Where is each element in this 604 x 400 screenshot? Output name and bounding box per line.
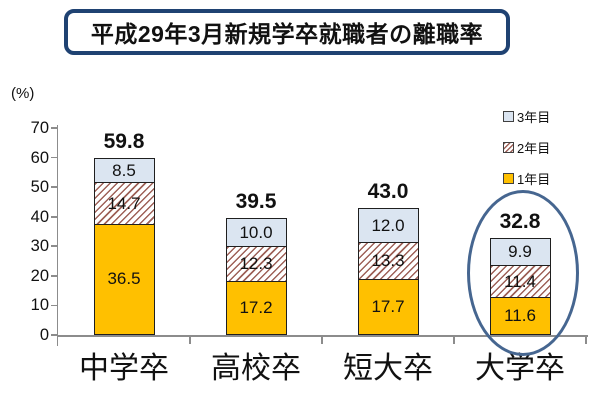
y-axis-unit-label: (%) bbox=[11, 85, 35, 102]
y-tick-label: 0 bbox=[39, 326, 49, 344]
x-axis-line bbox=[56, 335, 588, 337]
bar-group-1: 10.0 12.3 17.2 bbox=[225, 218, 287, 335]
segment-value-label: 14.7 bbox=[107, 193, 141, 213]
bar-total-label: 59.8 bbox=[103, 130, 145, 154]
segment-value-label: 12.3 bbox=[239, 254, 273, 274]
y-axis-tick bbox=[51, 245, 58, 248]
bar-segment: 36.5 bbox=[93, 223, 155, 335]
y-axis-line bbox=[56, 125, 59, 346]
highlight-ellipse bbox=[467, 190, 579, 356]
y-axis-tick bbox=[51, 334, 58, 336]
legend: 3年目 2年目 1年目 bbox=[503, 108, 550, 201]
y-tick-label: 50 bbox=[30, 178, 49, 197]
y-axis-tick bbox=[51, 186, 58, 188]
segment-value-label: 12.0 bbox=[371, 215, 405, 235]
segment-value-label: 17.7 bbox=[371, 297, 405, 317]
y-axis-tick bbox=[51, 127, 58, 129]
bar-total-label: 43.0 bbox=[367, 179, 409, 203]
y-tick-label: 70 bbox=[30, 119, 49, 137]
y-axis-tick bbox=[51, 215, 58, 218]
y-tick-label: 30 bbox=[30, 237, 49, 256]
category-label: 短大卒 bbox=[343, 352, 433, 385]
segment-value-label: 36.5 bbox=[107, 269, 141, 289]
bar-segment: 12.3 bbox=[225, 246, 287, 283]
chart-title-box: 平成29年3月新規学卒就職者の離職率 bbox=[64, 9, 510, 55]
bar-segment: 12.0 bbox=[357, 207, 419, 244]
y-axis-tick bbox=[51, 156, 58, 159]
x-axis-tick bbox=[453, 336, 455, 344]
segment-value-label: 8.5 bbox=[112, 161, 136, 181]
legend-swatch-icon bbox=[503, 172, 514, 184]
y-axis-tick bbox=[51, 304, 58, 307]
y-tick-label: 40 bbox=[30, 207, 49, 226]
bar-segment: 13.3 bbox=[357, 241, 419, 282]
bar-segment: 14.7 bbox=[93, 181, 155, 226]
bar-segment: 8.5 bbox=[93, 158, 155, 184]
category-label: 大学卒 bbox=[475, 352, 565, 385]
category-label: 中学卒 bbox=[79, 352, 169, 385]
legend-item: 2年目 bbox=[503, 139, 551, 156]
y-tick-label: 10 bbox=[30, 296, 49, 315]
bar-group-0: 8.5 14.7 36.5 bbox=[93, 158, 155, 335]
y-axis-tick bbox=[51, 275, 58, 277]
legend-item: 3年目 bbox=[503, 108, 551, 125]
segment-value-label: 13.3 bbox=[371, 251, 405, 271]
legend-label: 1年目 bbox=[517, 171, 551, 187]
legend-swatch-icon bbox=[503, 141, 514, 153]
legend-item: 1年目 bbox=[503, 170, 551, 187]
legend-label: 3年目 bbox=[517, 109, 551, 125]
chart-title: 平成29年3月新規学卒就職者の離職率 bbox=[90, 21, 484, 47]
bar-group-2: 12.0 13.3 17.7 bbox=[357, 207, 419, 335]
bar-segment: 17.2 bbox=[225, 280, 287, 335]
x-axis-tick bbox=[585, 336, 587, 344]
x-axis-tick bbox=[189, 336, 191, 344]
category-label: 高校卒 bbox=[211, 352, 301, 385]
segment-value-label: 10.0 bbox=[239, 222, 273, 242]
segment-value-label: 17.2 bbox=[239, 297, 273, 317]
y-tick-label: 20 bbox=[30, 266, 49, 285]
y-tick-label: 60 bbox=[30, 148, 49, 167]
bar-total-label: 39.5 bbox=[235, 190, 277, 214]
bar-segment: 17.7 bbox=[357, 279, 419, 335]
legend-swatch-icon bbox=[503, 110, 514, 122]
x-axis-tick bbox=[321, 336, 323, 344]
legend-label: 2年目 bbox=[517, 140, 551, 156]
bar-segment: 10.0 bbox=[225, 218, 287, 248]
